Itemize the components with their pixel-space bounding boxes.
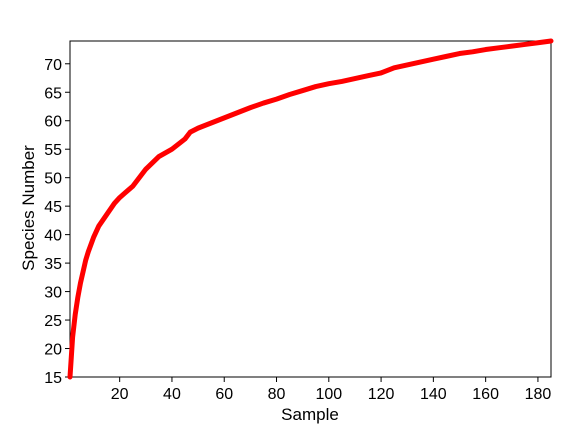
y-tick-label: 50 [44, 171, 62, 188]
plot-frame [69, 40, 552, 378]
y-axis: 15 20 25 30 35 40 45 50 55 60 65 70 [44, 57, 70, 387]
x-tick-label: 160 [472, 386, 499, 403]
x-tick-label: 180 [525, 386, 552, 403]
series-layer [67, 38, 554, 380]
series-line [67, 38, 554, 380]
x-tick-label: 80 [268, 386, 286, 403]
y-tick-label: 25 [44, 313, 62, 330]
y-axis-title: Species Number [19, 145, 38, 271]
y-tick-label: 70 [44, 57, 62, 74]
x-tick-label: 140 [420, 386, 447, 403]
y-tick-label: 65 [44, 85, 62, 102]
x-axis: 20 40 60 80 100 120 140 160 180 [111, 377, 552, 403]
x-axis-title: Sample [281, 405, 339, 424]
x-tick-label: 60 [215, 386, 233, 403]
y-tick-label: 35 [44, 256, 62, 273]
y-tick-label: 40 [44, 228, 62, 245]
x-tick-label: 40 [163, 386, 181, 403]
x-tick-label: 100 [315, 386, 342, 403]
y-tick-label: 45 [44, 199, 62, 216]
y-tick-label: 30 [44, 285, 62, 302]
y-tick-label: 60 [44, 114, 62, 131]
y-tick-label: 55 [44, 142, 62, 159]
plot-area [69, 40, 552, 378]
x-tick-label: 20 [111, 386, 129, 403]
y-tick-label: 20 [44, 342, 62, 359]
x-tick-label: 120 [368, 386, 395, 403]
y-tick-label: 15 [44, 370, 62, 387]
